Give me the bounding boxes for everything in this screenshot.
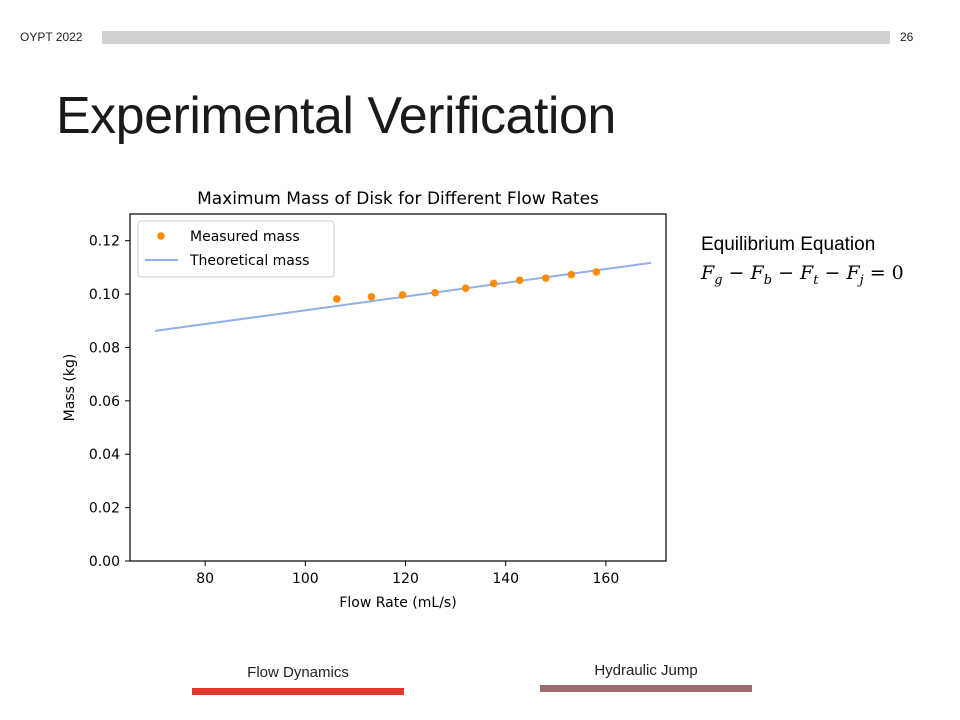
x-axis-label: Flow Rate (mL/s) bbox=[339, 595, 456, 611]
page-number: 26 bbox=[900, 30, 914, 44]
equation-term: Fb bbox=[750, 262, 773, 288]
equation-term: Fj bbox=[846, 262, 864, 288]
equation-term: Ft bbox=[800, 262, 819, 288]
nav-flow-dynamics-underline bbox=[192, 688, 404, 695]
measured-mass-point bbox=[333, 295, 341, 303]
header-label: OYPT 2022 bbox=[20, 30, 83, 44]
equation-operator: − bbox=[722, 262, 751, 284]
y-axis-label: Mass (kg) bbox=[62, 354, 78, 422]
legend-label: Measured mass bbox=[190, 229, 300, 245]
measured-mass-point bbox=[567, 270, 576, 279]
y-tick-label: 0.10 bbox=[89, 287, 120, 303]
equation-title: Equilibrium Equation bbox=[701, 234, 876, 255]
equation-formula: Fg − Fb − Ft − Fj = 0 bbox=[701, 262, 904, 288]
measured-mass-point bbox=[398, 291, 407, 299]
equation-block: Equilibrium Equation Fg − Fb − Ft − Fj =… bbox=[701, 234, 904, 288]
y-tick-label: 0.00 bbox=[89, 554, 120, 570]
measured-mass-point bbox=[515, 276, 524, 284]
y-tick-label: 0.02 bbox=[89, 501, 120, 517]
measured-mass-point bbox=[461, 284, 470, 293]
equation-rhs: = 0 bbox=[863, 262, 904, 284]
x-tick-label: 120 bbox=[392, 571, 419, 587]
y-tick-label: 0.12 bbox=[89, 234, 120, 250]
legend-marker-measured bbox=[157, 232, 165, 240]
equation-operator: − bbox=[772, 262, 801, 284]
y-tick-label: 0.04 bbox=[89, 447, 120, 463]
x-tick-label: 160 bbox=[593, 571, 620, 587]
measured-mass-point bbox=[489, 279, 498, 288]
equation-term: Fg bbox=[701, 262, 723, 288]
header-progress-bar bbox=[102, 31, 890, 44]
legend-label: Theoretical mass bbox=[189, 253, 309, 269]
measured-mass-point bbox=[431, 288, 439, 297]
chart-title: Maximum Mass of Disk for Different Flow … bbox=[197, 189, 599, 209]
mass-chart: Maximum Mass of Disk for Different Flow … bbox=[62, 189, 667, 611]
nav-hydraulic-jump-underline bbox=[540, 685, 752, 692]
y-tick-label: 0.08 bbox=[89, 340, 120, 356]
x-tick-label: 100 bbox=[292, 571, 319, 587]
y-tick-label: 0.06 bbox=[89, 394, 120, 410]
x-tick-label: 140 bbox=[492, 571, 519, 587]
measured-mass-point bbox=[592, 268, 601, 276]
nav-hydraulic-jump[interactable]: Hydraulic Jump bbox=[594, 662, 698, 679]
measured-mass-point bbox=[541, 274, 550, 282]
slide-title: Experimental Verification bbox=[56, 87, 616, 145]
legend-box bbox=[137, 220, 335, 278]
equation-operator: − bbox=[818, 262, 847, 284]
nav-flow-dynamics[interactable]: Flow Dynamics bbox=[247, 664, 349, 681]
measured-mass-point bbox=[367, 292, 376, 301]
x-tick-label: 80 bbox=[196, 571, 214, 587]
plot-frame bbox=[129, 213, 667, 562]
